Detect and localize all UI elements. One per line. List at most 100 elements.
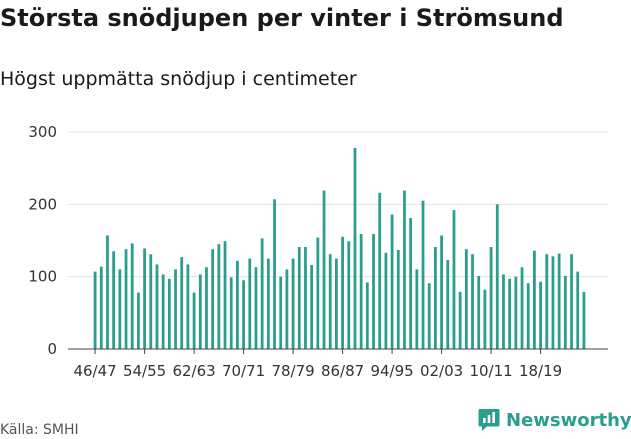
x-tick-label: 18/19: [519, 362, 562, 380]
bar: [236, 260, 239, 349]
bar: [526, 283, 530, 349]
x-tick-label: 62/63: [172, 362, 215, 380]
bar: [359, 233, 363, 349]
bar: [211, 249, 215, 349]
bar: [322, 190, 326, 349]
y-tick-label: 0: [47, 340, 57, 358]
y-tick-label: 300: [28, 123, 57, 141]
bar: [285, 269, 289, 349]
bar: [137, 292, 140, 349]
bar: [452, 210, 456, 349]
bar: [192, 292, 196, 349]
bar: [341, 236, 344, 349]
bar: [464, 249, 468, 349]
bar: [396, 249, 400, 349]
y-axis-ticks: 0 100 200 300: [28, 123, 57, 358]
newsworthy-wordmark: Newsworthy: [506, 409, 631, 431]
x-tick-label: 70/71: [222, 362, 265, 380]
bar: [440, 235, 443, 349]
bar: [205, 267, 208, 349]
x-tick-label: 02/03: [420, 362, 463, 380]
bar: [297, 247, 301, 349]
bar: [551, 256, 555, 349]
chart-title: Största snödjupen per vinter i Strömsund: [0, 4, 564, 32]
bar: [477, 275, 481, 349]
bar: [353, 147, 357, 349]
bar: [570, 254, 573, 349]
bar: [223, 241, 227, 349]
bar: [372, 233, 375, 349]
bar: [124, 249, 128, 349]
x-tick-label: 54/55: [123, 362, 166, 380]
x-tick-label: 86/87: [321, 362, 364, 380]
bar: [378, 192, 382, 349]
bar: [174, 269, 177, 349]
bar: [266, 258, 270, 349]
bar: [502, 274, 505, 349]
bar: [539, 281, 542, 349]
bar: [489, 247, 493, 349]
bar: [242, 280, 245, 349]
bar: [390, 214, 394, 349]
bar: [155, 264, 159, 349]
x-tick-label: 94/95: [370, 362, 413, 380]
bar: [198, 274, 202, 349]
x-tick-label: 10/11: [469, 362, 512, 380]
bar: [328, 254, 332, 349]
bar: [186, 264, 190, 349]
bar: [254, 267, 258, 349]
gridlines: [68, 131, 608, 278]
bar: [167, 278, 171, 349]
bar: [161, 274, 165, 349]
bar: [149, 254, 153, 349]
bar: [495, 204, 499, 349]
bar: [458, 291, 462, 349]
y-tick-label: 100: [28, 268, 57, 286]
bar: [576, 271, 580, 349]
x-tick-label: 78/79: [271, 362, 314, 380]
bar: [229, 277, 233, 349]
bar: [291, 258, 295, 349]
bar: [180, 257, 184, 349]
bar: [520, 267, 524, 349]
bar: [118, 269, 122, 349]
bar: [384, 252, 388, 349]
bar: [217, 244, 221, 349]
bar: [304, 247, 307, 349]
x-tick-label: 46/47: [73, 362, 116, 380]
bar: [310, 265, 314, 349]
bar: [335, 258, 338, 349]
bar: [365, 282, 369, 349]
bar: [279, 276, 283, 349]
bar: [508, 278, 512, 349]
bar: [347, 241, 351, 349]
bar: [421, 200, 425, 349]
bar: [434, 247, 437, 349]
bar: [93, 271, 97, 349]
bar: [143, 248, 146, 349]
bar: [446, 260, 450, 349]
bar: [471, 254, 474, 349]
chart-subtitle: Högst uppmätta snödjup i centimeter: [0, 68, 357, 90]
bars: [93, 147, 586, 349]
x-axis-ticks: 46/47 54/55 62/63 70/71 78/79 86/87 94/95 02/03…: [73, 349, 562, 380]
bar: [248, 258, 252, 349]
bar: [409, 218, 413, 349]
bar: [563, 275, 567, 349]
bar: [514, 276, 518, 349]
bar: [316, 237, 320, 349]
bar: [130, 243, 134, 349]
newsworthy-logo: Newsworthy: [478, 408, 631, 432]
bar: [99, 266, 103, 349]
y-tick-label: 200: [28, 195, 57, 213]
source-label: Källa: SMHI: [0, 422, 79, 438]
bar: [582, 291, 586, 349]
bar: [557, 253, 561, 349]
bar: [415, 269, 419, 349]
bar: [427, 283, 431, 349]
bar: [533, 250, 536, 349]
newsworthy-icon: [478, 409, 500, 431]
bar-chart: 0 100 200 300 46/47 54/55 62/63 70/71 78/79 86/8…: [28, 123, 608, 380]
bar: [260, 238, 264, 349]
bar: [545, 254, 549, 349]
